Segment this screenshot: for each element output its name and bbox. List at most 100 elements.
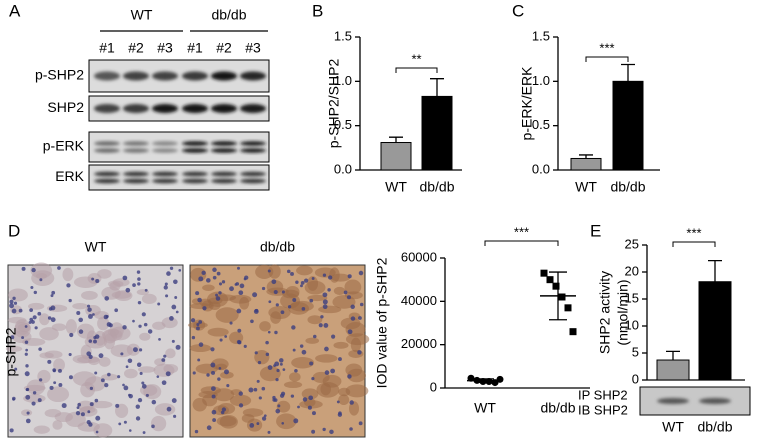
nucleus <box>221 407 227 412</box>
nucleus <box>238 391 243 396</box>
nucleus <box>346 295 352 300</box>
bar <box>570 157 602 171</box>
nucleus <box>239 283 245 289</box>
nucleus <box>115 403 120 408</box>
nucleus <box>359 302 364 307</box>
nucleus <box>202 306 207 311</box>
y-axis-label: p-SHP2/SHP2 <box>326 59 342 149</box>
nucleus <box>324 370 330 375</box>
nucleus <box>229 286 234 292</box>
tissue-blob <box>333 286 346 295</box>
nucleus <box>9 303 15 309</box>
nucleus <box>25 348 28 352</box>
blot-row-label: p-SHP2 <box>35 67 84 83</box>
y-tick-label: 20 <box>625 263 639 278</box>
nucleus <box>250 319 254 324</box>
nucleus <box>57 266 61 270</box>
tissue-blob <box>283 381 303 389</box>
nucleus <box>197 358 201 362</box>
tissue-blob <box>208 301 221 311</box>
blot-band <box>152 141 178 146</box>
nucleus <box>218 282 223 286</box>
nucleus <box>136 270 141 274</box>
blot-band <box>152 148 178 153</box>
tissue-blob <box>215 363 228 371</box>
tissue-blob <box>72 303 88 310</box>
nucleus <box>161 380 167 386</box>
nucleus <box>58 368 62 373</box>
x-tick-label: WT <box>385 179 407 195</box>
tissue-blob <box>282 289 300 299</box>
y-tick-label: 0.0 <box>532 161 550 176</box>
tissue-blob <box>345 384 369 398</box>
nucleus <box>272 395 276 400</box>
tissue-blob <box>5 345 23 352</box>
nucleus <box>50 317 56 323</box>
blot-band <box>699 398 731 404</box>
y-axis-label: SHP2 activity <box>597 271 613 354</box>
nucleus <box>322 292 328 298</box>
nucleus <box>261 416 267 421</box>
error-bar <box>666 350 680 361</box>
nucleus <box>349 400 354 405</box>
nucleus <box>25 387 30 392</box>
nucleus <box>201 270 206 276</box>
data-point <box>496 375 504 383</box>
nucleus <box>307 405 312 410</box>
nucleus <box>136 362 142 367</box>
error-bar <box>579 154 593 159</box>
nucleus <box>94 398 99 403</box>
nucleus <box>273 364 277 368</box>
nucleus <box>87 307 92 312</box>
nucleus <box>137 277 141 281</box>
nucleus <box>277 404 281 408</box>
blot-row-label: SHP2 <box>47 99 84 115</box>
blot-band <box>240 71 266 81</box>
blot-band <box>211 178 237 184</box>
lane-label: #1 <box>187 40 203 56</box>
nucleus <box>290 272 294 276</box>
nucleus <box>158 337 161 341</box>
tissue-blob <box>229 394 252 407</box>
blot-band <box>211 171 237 177</box>
nucleus <box>236 308 242 314</box>
nucleus <box>309 361 314 366</box>
nucleus <box>118 422 122 426</box>
nucleus <box>76 406 80 410</box>
tissue-blob <box>192 397 207 412</box>
nucleus <box>137 300 142 305</box>
nucleus <box>280 310 285 315</box>
tissue-blob <box>340 317 361 330</box>
nucleus <box>211 409 217 415</box>
nucleus <box>219 338 223 342</box>
nucleus <box>69 332 74 338</box>
nucleus <box>31 401 36 406</box>
nucleus <box>58 382 63 387</box>
nucleus <box>215 296 221 301</box>
nucleus <box>164 282 168 286</box>
blot-band <box>240 148 266 153</box>
nucleus <box>287 305 292 309</box>
blot-band <box>211 148 237 153</box>
tissue-blob <box>215 294 237 301</box>
nucleus <box>141 384 147 389</box>
bar <box>698 281 732 381</box>
nucleus <box>95 278 100 284</box>
tissue-blob <box>8 288 28 302</box>
nucleus <box>275 408 281 414</box>
nucleus <box>258 396 262 400</box>
nucleus <box>100 378 105 383</box>
blot-row-label: IB SHP2 <box>578 402 628 417</box>
nucleus <box>88 339 93 343</box>
nucleus <box>18 308 23 313</box>
nucleus <box>211 386 216 391</box>
nucleus <box>210 370 216 375</box>
nucleus <box>300 284 303 288</box>
nucleus <box>311 277 315 280</box>
nucleus <box>212 267 217 273</box>
nucleus <box>324 346 329 352</box>
nucleus <box>11 308 17 314</box>
nucleus <box>261 286 266 291</box>
nucleus <box>123 385 129 391</box>
